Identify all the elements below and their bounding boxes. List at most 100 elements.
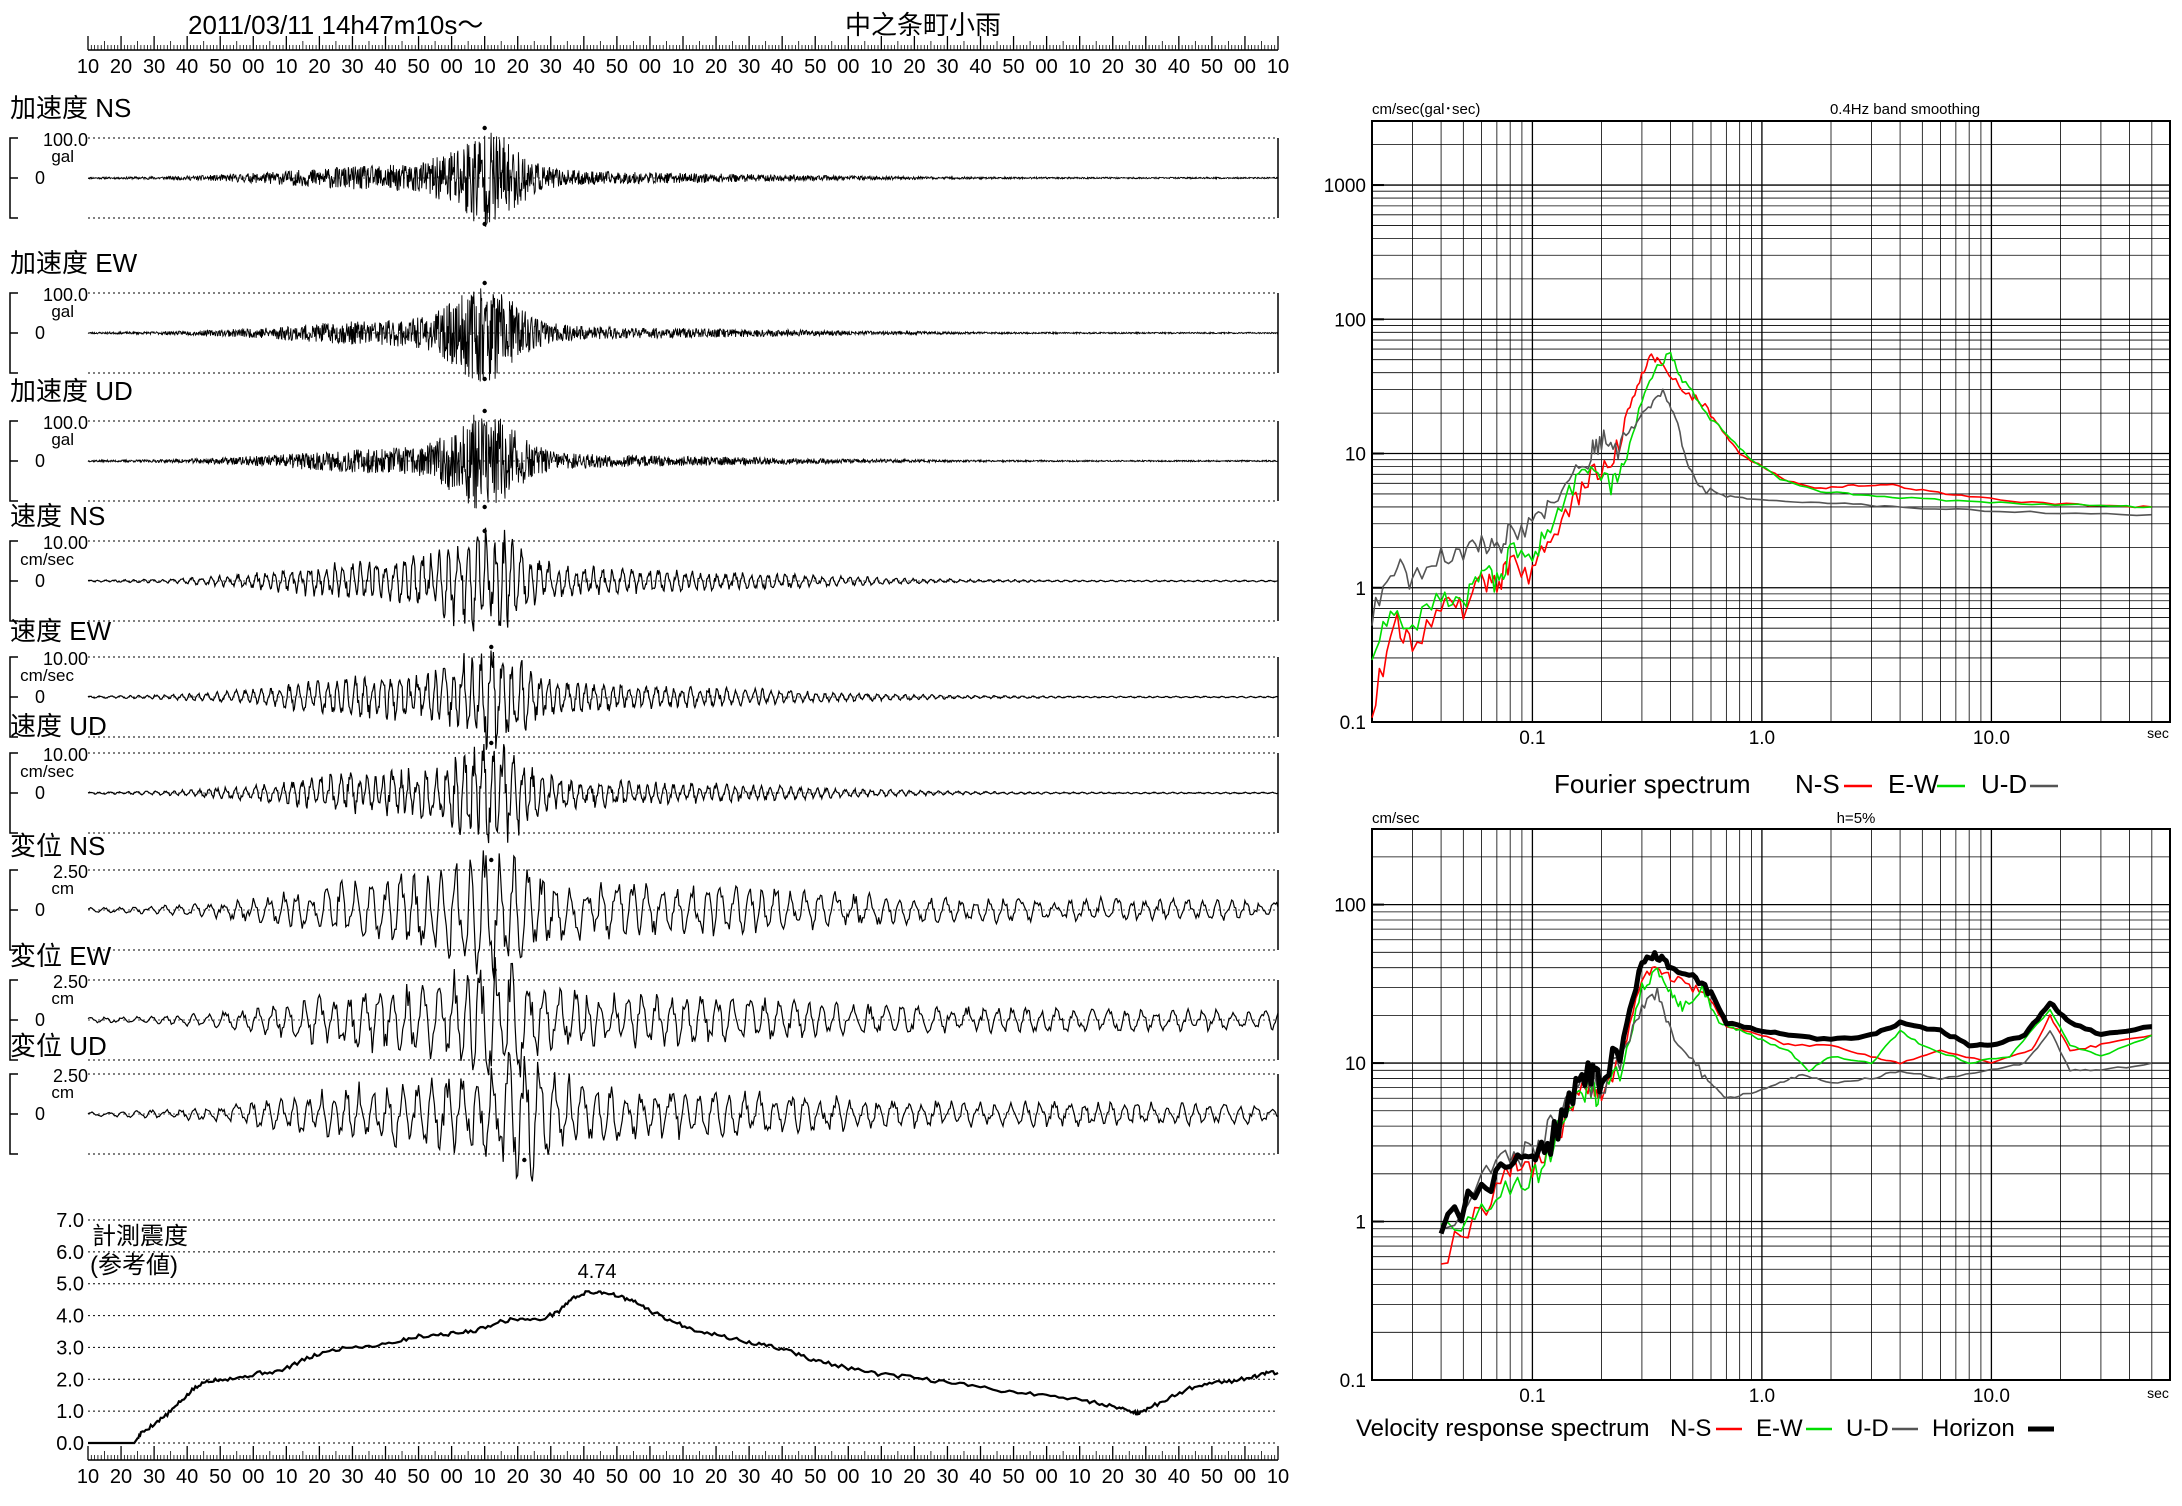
waveform-unit: gal bbox=[51, 302, 74, 321]
top-axis-tick-label: 10 bbox=[77, 56, 99, 78]
fourier-frame bbox=[1371, 120, 2171, 723]
waveform-label: 速度 EW bbox=[10, 616, 112, 646]
bottom-axis-tick-label: 50 bbox=[209, 1466, 231, 1488]
fourier-ytick-label: 0.1 bbox=[1340, 713, 1366, 734]
bottom-axis-tick-label: 30 bbox=[936, 1466, 958, 1488]
waveform-trace bbox=[87, 743, 1279, 844]
top-axis-tick-label: 20 bbox=[308, 56, 330, 78]
top-axis-tick-label: 00 bbox=[242, 56, 264, 78]
fourier-ytick-label: 1 bbox=[1355, 579, 1366, 600]
bottom-axis-tick-label: 20 bbox=[308, 1466, 330, 1488]
time-axis-top: 10 20 30 40 50 00 10 20 30 40 50 00 10 20 30 40 50 00 10 20… bbox=[77, 36, 1289, 78]
response-ytick-label: 100 bbox=[1334, 896, 1366, 917]
waveform-scale-max: 100.0 bbox=[43, 413, 88, 433]
waveform-zero-label: 0 bbox=[35, 1104, 45, 1124]
response-series-horizon bbox=[1438, 950, 2153, 1235]
bottom-axis-tick-label: 00 bbox=[242, 1466, 264, 1488]
waveform-peak-marker bbox=[482, 376, 487, 382]
bottom-axis-tick-label: 30 bbox=[540, 1466, 562, 1488]
waveform-peak-marker bbox=[482, 408, 487, 414]
response-legend-label: N-S bbox=[1670, 1415, 1711, 1442]
top-axis-tick-label: 10 bbox=[672, 56, 694, 78]
bottom-axis-tick-label: 30 bbox=[143, 1466, 165, 1488]
response-xlabel: sec bbox=[2147, 1385, 2169, 1401]
top-axis-tick-label: 30 bbox=[143, 56, 165, 78]
bottom-axis-tick-label: 00 bbox=[639, 1466, 661, 1488]
top-axis-tick-label: 30 bbox=[341, 56, 363, 78]
waveform-label: 加速度 NS bbox=[10, 93, 131, 123]
bottom-axis-tick-label: 40 bbox=[771, 1466, 793, 1488]
bottom-axis-tick-label: 20 bbox=[705, 1466, 727, 1488]
top-axis-tick-label: 00 bbox=[639, 56, 661, 78]
waveform-peak-marker bbox=[482, 221, 487, 227]
top-axis-tick-label: 50 bbox=[606, 56, 628, 78]
bottom-axis-tick-label: 40 bbox=[374, 1466, 396, 1488]
waveform-label: 速度 NS bbox=[10, 501, 105, 531]
waveform-label: 変位 EW bbox=[10, 941, 112, 971]
fourier-xtick-label: 1.0 bbox=[1749, 728, 1775, 749]
waveform-scale-max: 100.0 bbox=[43, 130, 88, 150]
waveform-peak-marker bbox=[482, 280, 487, 286]
bottom-axis-tick-label: 00 bbox=[1035, 1466, 1057, 1488]
fourier-xlabel: sec bbox=[2147, 725, 2169, 741]
intensity-tick-label: 0.0 bbox=[56, 1433, 84, 1455]
intensity-tick-label: 4.0 bbox=[56, 1306, 84, 1328]
bottom-axis-tick-label: 20 bbox=[1102, 1466, 1124, 1488]
top-axis-tick-label: 30 bbox=[1135, 56, 1157, 78]
waveform-zero-label: 0 bbox=[35, 571, 45, 591]
waveform-unit: cm bbox=[51, 879, 74, 898]
fourier-legend-label: N-S bbox=[1795, 769, 1840, 799]
fourier-title: 0.4Hz band smoothing bbox=[1830, 101, 1980, 118]
top-axis-tick-label: 50 bbox=[209, 56, 231, 78]
response-legend: Velocity response spectrum N-S E-W U-D Horiz… bbox=[1356, 1415, 2054, 1442]
waveform-trace bbox=[87, 1051, 1279, 1182]
response-legend-label: U-D bbox=[1846, 1415, 1889, 1442]
response-ylabel: cm/sec bbox=[1372, 810, 1420, 827]
waveform-scale-max: 10.00 bbox=[43, 649, 88, 669]
response-xtick-label: 10.0 bbox=[1973, 1386, 2010, 1407]
fourier-ytick-label: 10 bbox=[1345, 445, 1366, 466]
top-axis-tick-label: 00 bbox=[440, 56, 462, 78]
intensity-peak-label: 4.74 bbox=[578, 1261, 617, 1283]
top-axis-tick-label: 40 bbox=[1168, 56, 1190, 78]
waveform-unit: cm/sec bbox=[20, 666, 74, 685]
waveform-scale-max: 10.00 bbox=[43, 533, 88, 553]
top-axis-tick-label: 50 bbox=[1002, 56, 1024, 78]
bottom-axis-tick-label: 20 bbox=[507, 1466, 529, 1488]
bottom-axis-tick-label: 50 bbox=[1201, 1466, 1223, 1488]
intensity-tick-label: 3.0 bbox=[56, 1337, 84, 1359]
waveform-peak-marker bbox=[522, 1157, 527, 1163]
top-axis-tick-label: 00 bbox=[1035, 56, 1057, 78]
top-axis-tick-label: 10 bbox=[1267, 56, 1289, 78]
waveform-zero-label: 0 bbox=[35, 900, 45, 920]
bottom-axis-tick-label: 30 bbox=[341, 1466, 363, 1488]
waveform-unit: cm/sec bbox=[20, 762, 74, 781]
response-frame bbox=[1371, 828, 2171, 1381]
waveform-trace bbox=[87, 650, 1279, 750]
top-axis-tick-label: 40 bbox=[374, 56, 396, 78]
waveform-trace bbox=[87, 957, 1279, 1078]
waveform-label: 速度 UD bbox=[10, 711, 107, 741]
bottom-axis-tick-label: 50 bbox=[804, 1466, 826, 1488]
waveform-zero-label: 0 bbox=[35, 783, 45, 803]
response-series-e-w bbox=[1440, 967, 2153, 1232]
bottom-axis-tick-label: 00 bbox=[440, 1466, 462, 1488]
top-axis-tick-label: 40 bbox=[771, 56, 793, 78]
waveform-peak-marker bbox=[482, 528, 487, 534]
waveform-unit: cm bbox=[51, 1083, 74, 1102]
fourier-xtick-label: 0.1 bbox=[1519, 728, 1545, 749]
bottom-axis-tick-label: 10 bbox=[1069, 1466, 1091, 1488]
fourier-xtick-label: 10.0 bbox=[1973, 728, 2010, 749]
top-axis-tick-label: 20 bbox=[705, 56, 727, 78]
waveform-zero-label: 0 bbox=[35, 687, 45, 707]
waveform-peak-marker bbox=[492, 967, 497, 973]
waveform-label: 加速度 UD bbox=[10, 376, 133, 406]
response-ytick-label: 0.1 bbox=[1340, 1371, 1366, 1392]
bottom-axis-tick-label: 10 bbox=[870, 1466, 892, 1488]
